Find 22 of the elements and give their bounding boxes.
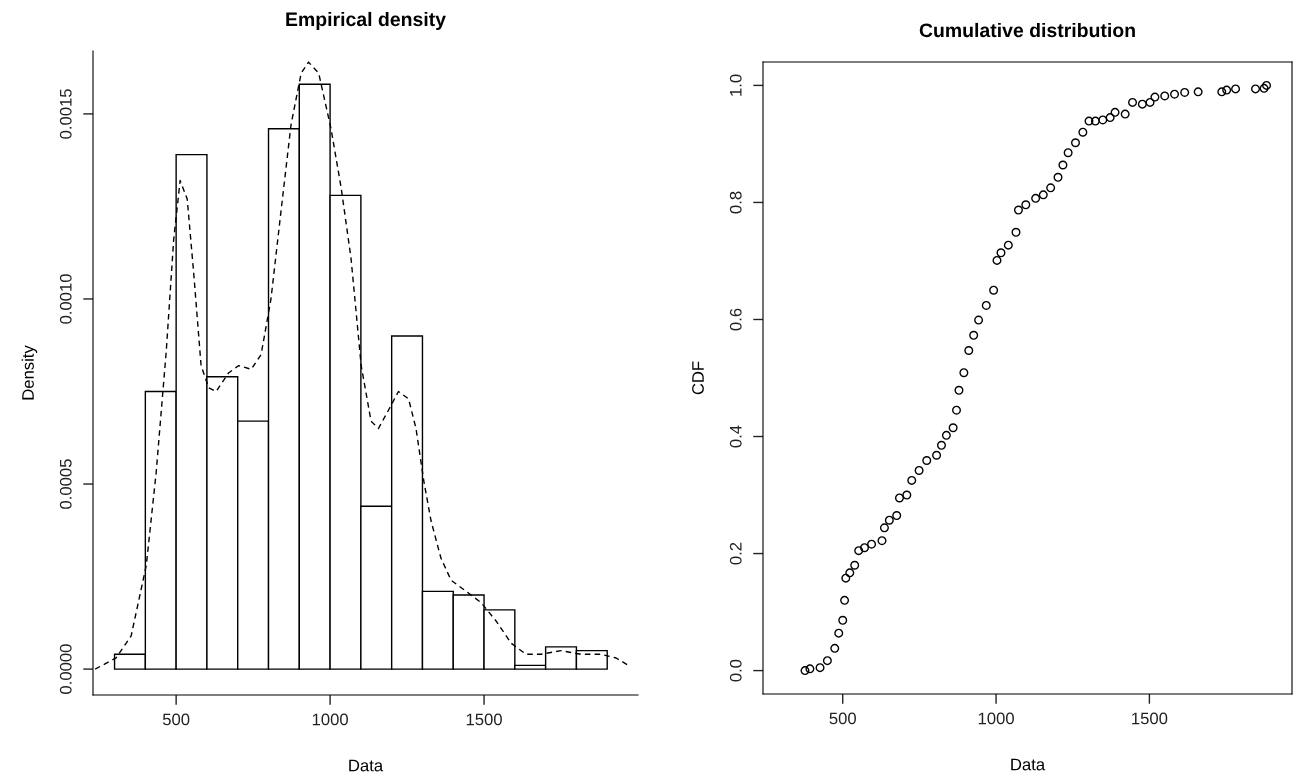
- y-tick-label: 0.8: [729, 191, 742, 214]
- x-tick-label: 1500: [466, 713, 502, 726]
- x-axis-title: Data: [349, 759, 384, 772]
- chart-title: Empirical density: [286, 11, 446, 31]
- chart-title: Cumulative distribution: [919, 22, 1135, 38]
- x-tick-label: 1000: [978, 712, 1014, 725]
- y-tick-label: 0.0: [729, 659, 742, 682]
- x-tick-label: 500: [829, 712, 856, 725]
- y-tick-label: 1.0: [729, 74, 742, 96]
- y-axis-title: CDF: [692, 361, 704, 395]
- y-tick-label: 0.0010: [59, 274, 72, 324]
- x-tick-label: 1000: [312, 713, 348, 726]
- y-axis-title: Density: [21, 345, 38, 400]
- x-tick-label: 1500: [1132, 712, 1168, 725]
- y-tick-label: 0.0005: [59, 459, 72, 509]
- y-tick-label: 0.2: [729, 542, 742, 565]
- y-tick-label: 0.0000: [59, 644, 72, 694]
- y-tick-label: 0.0015: [59, 89, 72, 139]
- y-tick-label: 0.4: [729, 425, 742, 448]
- x-tick-label: 500: [162, 713, 190, 726]
- x-axis-title: Data: [1011, 758, 1046, 771]
- y-tick-label: 0.6: [729, 308, 742, 331]
